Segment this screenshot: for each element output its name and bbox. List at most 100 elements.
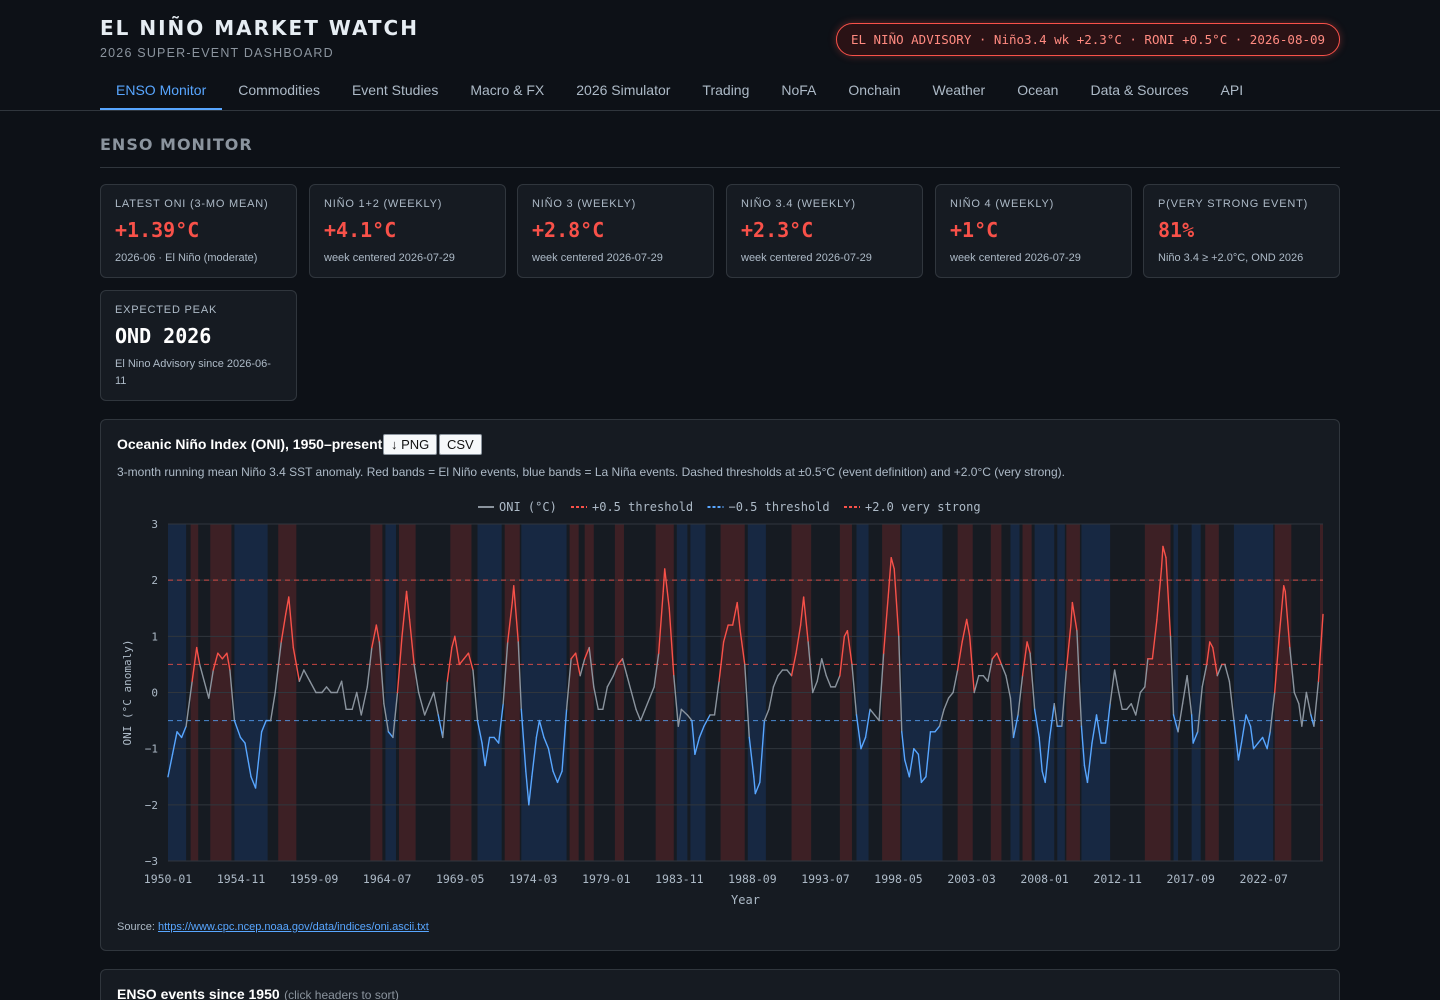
oni-line-segment — [538, 719, 545, 739]
oni-line-segment — [644, 697, 651, 711]
kpi-value: +2.3°C — [741, 218, 814, 242]
tab-2026-simulator[interactable]: 2026 Simulator — [576, 82, 671, 98]
x-tick-label: 1998-05 — [874, 872, 922, 886]
oni-line-segment — [969, 635, 975, 694]
oni-line-segment — [484, 736, 491, 767]
oni-line-segment — [517, 641, 522, 711]
tab-api[interactable]: API — [1220, 82, 1244, 98]
oni-line-segment — [1206, 641, 1211, 666]
oni-line-segment — [1012, 714, 1019, 739]
oni-line-segment — [1201, 663, 1208, 688]
oni-line-segment — [621, 658, 628, 677]
oni-line-segment — [630, 691, 637, 711]
oni-line-segment — [673, 674, 680, 727]
oni-line-segment — [736, 601, 741, 632]
oni-line-segment — [1083, 764, 1089, 784]
tab-trading[interactable]: Trading — [702, 82, 750, 98]
oni-line-segment — [417, 691, 426, 716]
oni-line-segment — [991, 652, 998, 660]
oni-line-segment — [226, 652, 231, 671]
legend-label: ONI (°C) — [499, 500, 557, 514]
oni-line-segment — [543, 736, 550, 750]
y-tick-label: −2 — [145, 799, 158, 812]
download-csv-button[interactable]: CSV — [439, 434, 482, 455]
oni-line-segment — [790, 652, 797, 677]
oni-line-segment — [786, 669, 793, 677]
oni-line-segment — [1284, 590, 1291, 649]
oni-line-segment — [1130, 703, 1137, 716]
tab-event-studies[interactable]: Event Studies — [351, 82, 439, 98]
oni-line-segment — [392, 691, 399, 739]
kpi-label: LATEST ONI (3-MO MEAN) — [115, 198, 269, 210]
oni-line-segment — [1313, 680, 1320, 727]
tab-enso-monitor[interactable]: ENSO Monitor — [100, 72, 223, 110]
oni-line-segment — [1104, 703, 1111, 744]
oni-line-segment — [191, 646, 198, 682]
tab-weather[interactable]: Weather — [932, 82, 986, 98]
oni-line-segment — [1070, 601, 1074, 626]
kpi-note: 2026-06 · El Niño (moderate) — [115, 252, 258, 264]
tab-macro-fx[interactable]: Macro & FX — [470, 82, 545, 98]
x-tick-label: 1983-11 — [655, 872, 704, 886]
kpi-note: week centered 2026-07-29 — [532, 252, 663, 264]
oni-line-segment — [1266, 731, 1271, 750]
kpi-value: +2.8°C — [532, 218, 605, 242]
oni-line-segment — [463, 652, 470, 660]
oni-line-segment — [1116, 686, 1123, 711]
kpi-value: 81% — [1158, 218, 1195, 242]
chart-source: Source: https://www.cpc.ncep.noaa.gov/da… — [117, 921, 429, 933]
y-tick-label: 0 — [151, 687, 158, 700]
oni-line-segment — [606, 674, 615, 688]
oni-chart: 3 2 1 0 −1 −2 −3 1950-01 1954-11 1959-09 1964-07 19… — [121, 500, 1324, 907]
oni-line-segment — [574, 652, 581, 677]
oni-line-segment — [722, 624, 729, 643]
oni-line-segment — [185, 680, 193, 727]
legend-label: +0.5 threshold — [592, 500, 693, 514]
tab-onchain[interactable]: Onchain — [848, 82, 901, 98]
kpi-label: NIÑO 3.4 (WEEKLY) — [741, 198, 856, 210]
kpi-card-latest-oni: LATEST ONI (3-MO MEAN) +1.39°C 2026-06 ·… — [100, 184, 297, 278]
oni-line-segment — [934, 725, 941, 733]
oni-line-segment — [878, 652, 885, 722]
tab-nofa[interactable]: NoFA — [781, 82, 817, 98]
chart-description: 3-month running mean Niño 3.4 SST anomal… — [117, 465, 1065, 479]
oni-line-segment — [1162, 545, 1167, 559]
oni-line-segment — [1233, 719, 1240, 761]
oni-line-segment — [401, 590, 408, 638]
tab-ocean[interactable]: Ocean — [1017, 82, 1059, 98]
oni-line-segment — [925, 731, 932, 778]
y-axis-title: ONI (°C anomaly) — [121, 640, 134, 746]
oni-line-segment — [476, 719, 483, 744]
oni-line-segment — [437, 714, 444, 739]
oni-line-segment — [371, 624, 378, 649]
oni-line-segment — [777, 669, 784, 677]
oni-line-segment — [839, 635, 846, 677]
oni-line-segment — [1109, 669, 1116, 705]
oni-line-segment — [1209, 641, 1214, 649]
oni-line-segment — [244, 742, 252, 778]
oni-line-segment — [846, 630, 853, 666]
events-title: ENSO events since 1950 — [117, 986, 280, 1000]
oni-line-segment — [686, 714, 693, 722]
oni-line-segment — [520, 708, 527, 772]
oni-line-segment — [996, 652, 1003, 666]
oni-line-segment — [481, 742, 486, 767]
oni-line-segment — [565, 658, 572, 711]
tab-commodities[interactable]: Commodities — [238, 82, 320, 98]
oni-line-segment — [1240, 714, 1247, 744]
oni-line-segment — [433, 691, 439, 716]
oni-line-segment — [1044, 736, 1051, 784]
x-tick-label: 2003-03 — [947, 872, 996, 886]
oni-line-segment — [340, 680, 347, 711]
oni-line-segment — [893, 568, 900, 638]
x-tick-label: 1959-09 — [290, 872, 339, 886]
download-png-button[interactable]: ↓ PNG — [383, 434, 438, 455]
oni-line-segment — [396, 635, 403, 694]
tab-data-sources[interactable]: Data & Sources — [1090, 82, 1189, 98]
oni-line-segment — [1165, 557, 1172, 638]
oni-line-segment — [691, 719, 696, 755]
x-tick-label: 2022-07 — [1240, 872, 1289, 886]
oni-line-segment — [535, 719, 541, 739]
oni-line-segment — [961, 618, 968, 643]
source-link[interactable]: https://www.cpc.ncep.noaa.gov/data/indic… — [157, 921, 429, 933]
